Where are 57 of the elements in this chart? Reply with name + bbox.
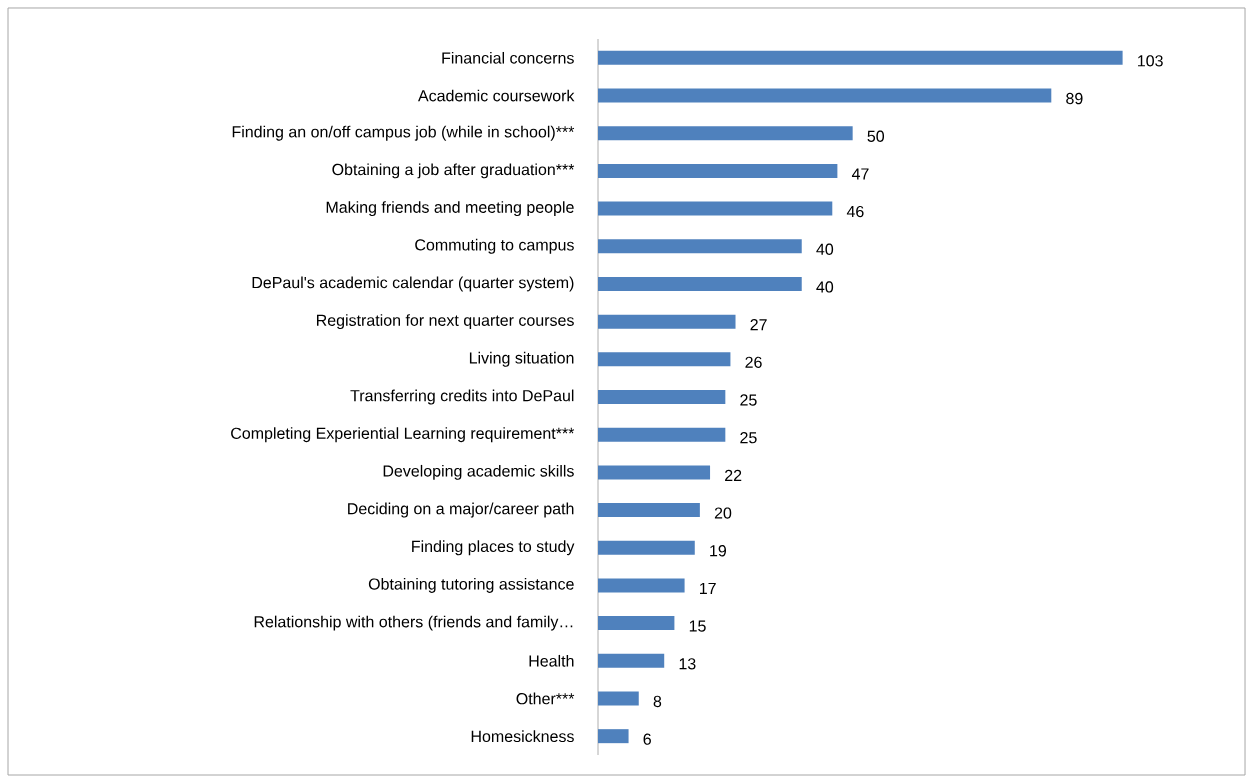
y-tick-label: Health: [529, 654, 574, 667]
y-tick-label: Developing academic skills: [383, 464, 574, 480]
data-label: 6: [643, 733, 651, 745]
y-tick-label: Finding places to study: [412, 540, 575, 556]
data-label: 103: [1138, 55, 1163, 67]
data-label: 89: [1066, 92, 1083, 105]
data-label: 27: [750, 319, 767, 331]
data-label: 50: [867, 130, 885, 142]
bar: [598, 88, 1052, 103]
data-label: 26: [745, 356, 762, 368]
data-label: 15: [689, 620, 706, 632]
bar: [598, 616, 675, 631]
bar: [598, 540, 695, 555]
bar: [598, 201, 833, 216]
y-tick-label: Transferring credits into DePaul: [350, 389, 574, 405]
y-tick-label: Academic coursework: [418, 89, 575, 102]
y-tick-label: Financial concerns: [442, 51, 574, 64]
y-tick-label: Obtaining a job after graduation***: [332, 163, 575, 179]
y-tick-label: Relationship with others (friends and family…: [254, 615, 573, 631]
bar: [598, 239, 802, 254]
y-tick-label: Other***: [516, 692, 575, 705]
y-tick-label: DePaul's academic calendar (quarter system): [252, 276, 574, 292]
data-label: 46: [846, 205, 864, 218]
y-tick-label: Commuting to campus: [415, 238, 574, 254]
bar: [598, 276, 802, 291]
y-tick-label: Deciding on a major/career path: [348, 502, 574, 518]
y-tick-label: Living situation: [469, 351, 574, 367]
data-label: 13: [679, 658, 696, 670]
data-label: 17: [700, 582, 716, 594]
bar: [598, 390, 726, 404]
bar: [598, 503, 700, 518]
y-tick-label: Finding an on/off campus job (while in school)***: [232, 125, 575, 141]
bar: [598, 653, 665, 668]
data-label: 25: [740, 432, 757, 444]
bar: [598, 314, 736, 329]
bar: [598, 465, 711, 480]
bar: [598, 352, 731, 367]
data-label: 8: [653, 695, 662, 708]
data-label: 47: [851, 168, 869, 180]
y-tick-label: Obtaining tutoring assistance: [368, 577, 574, 593]
y-tick-label: Homesickness: [471, 730, 574, 743]
data-label: 19: [710, 545, 727, 557]
data-label: 20: [714, 507, 732, 519]
data-label: 22: [725, 469, 742, 481]
data-label: 25: [740, 394, 757, 406]
bar: [598, 163, 838, 178]
data-label: 40: [816, 281, 834, 293]
y-tick-label: Completing Experiential Learning requirement***: [231, 427, 575, 443]
bar: [598, 50, 1123, 65]
y-tick-label: Making friends and meeting people: [326, 201, 574, 217]
bar: [598, 691, 639, 706]
bar: [598, 729, 629, 744]
y-tick-label: Registration for next quarter courses: [316, 314, 574, 330]
bar: [598, 427, 726, 442]
data-label: 40: [816, 243, 834, 255]
bar: [598, 578, 685, 593]
bar: [598, 126, 853, 141]
